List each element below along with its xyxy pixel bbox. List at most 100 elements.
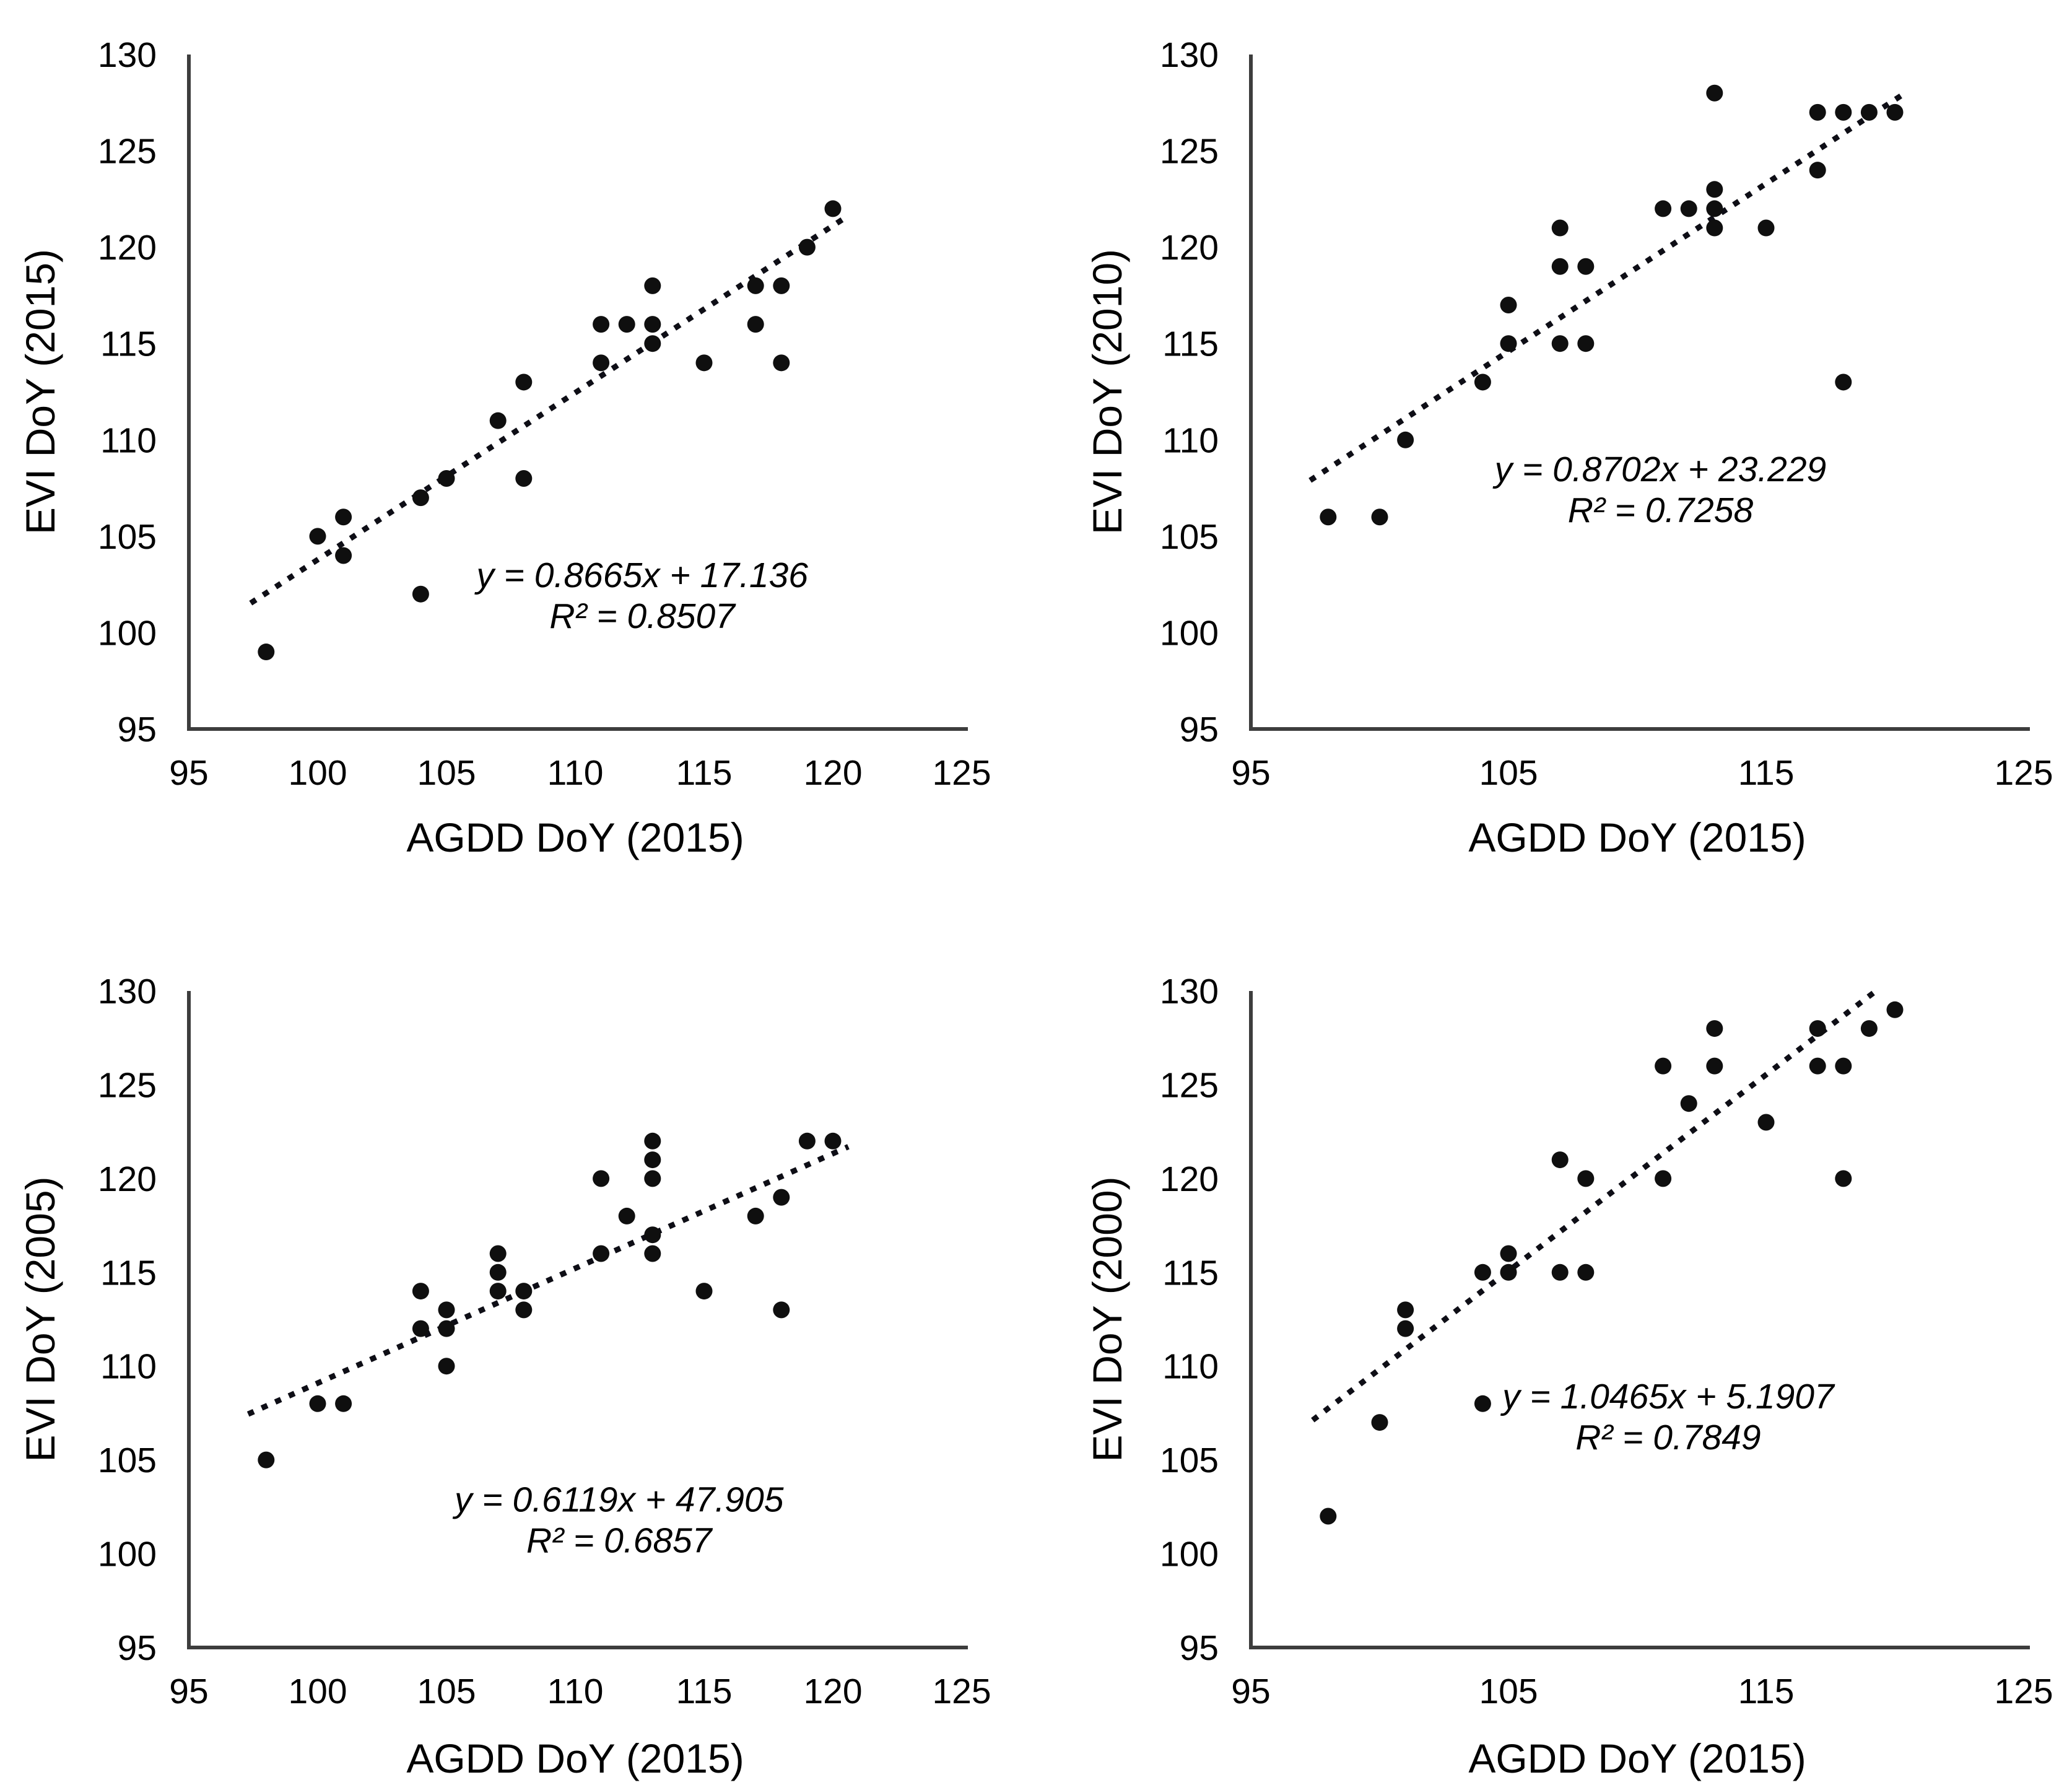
y-tick-label: 110 (100, 1347, 157, 1387)
y-tick-label: 130 (1160, 35, 1219, 75)
data-point (1371, 1414, 1388, 1431)
data-point (695, 1283, 713, 1300)
data-point (489, 1263, 507, 1281)
axes-lines (187, 991, 968, 1649)
x-tick-label: 105 (1479, 753, 1538, 793)
scatter-plot-svg: 95 100 105 110 115 120 125 130 95 105 115 125 AGDD D… (1084, 35, 2053, 860)
data-point (1835, 103, 1852, 121)
data-point (412, 489, 429, 507)
data-point (1371, 508, 1388, 526)
x-tick-label: 95 (1231, 1672, 1270, 1711)
data-point (1551, 1151, 1569, 1169)
data-point (1655, 1170, 1672, 1187)
data-point (515, 1283, 533, 1300)
y-tick-label: 105 (98, 517, 157, 557)
data-point (1320, 508, 1337, 526)
data-point (1706, 200, 1723, 217)
y-tick-label: 130 (98, 35, 157, 75)
data-point (1500, 296, 1517, 313)
y-axis-title: EVI DoY (2015) (17, 249, 63, 535)
data-point (1500, 335, 1517, 352)
data-point (1577, 1263, 1595, 1281)
scatter-plot-evi-2010: 95 100 105 110 115 120 125 130 95 105 115 125 AGDD D… (1036, 0, 2072, 893)
data-point (644, 1132, 661, 1150)
scatter-plot-evi-2000: 95 100 105 110 115 120 125 130 95 105 115 125 AGDD D… (1036, 893, 2072, 1785)
y-axis-tick-labels: 95 100 105 110 115 120 125 130 (1160, 35, 1219, 749)
x-tick-label: 120 (803, 753, 862, 793)
data-point (644, 316, 661, 333)
x-axis-tick-labels: 95 105 115 125 (1231, 1672, 2053, 1711)
y-tick-label: 125 (98, 132, 157, 172)
data-point (1551, 219, 1569, 237)
data-point (695, 354, 713, 372)
y-tick-label: 130 (98, 972, 157, 1011)
x-tick-label: 95 (169, 1672, 208, 1711)
y-tick-label: 125 (1160, 1065, 1219, 1105)
scatter-plot-svg: 95 100 105 110 115 120 125 130 95 100 105 110 115 120… (17, 35, 991, 860)
y-tick-label: 95 (118, 710, 157, 749)
data-point (1577, 335, 1595, 352)
y-axis-title: EVI DoY (2000) (1084, 1176, 1130, 1462)
y-tick-label: 120 (1160, 1159, 1219, 1199)
data-point (593, 354, 610, 372)
scatter-plot-svg: 95 100 105 110 115 120 125 130 95 105 115 125 AGDD D… (1084, 972, 2053, 1781)
y-tick-label: 105 (1160, 517, 1219, 557)
data-point (438, 1301, 455, 1319)
data-point (258, 1451, 275, 1469)
x-tick-label: 115 (676, 1672, 733, 1711)
data-point (1474, 1395, 1491, 1412)
data-point (1680, 1095, 1697, 1112)
data-point (438, 1358, 455, 1375)
data-point (335, 508, 352, 526)
x-axis-title: AGDD DoY (2015) (406, 1735, 744, 1781)
y-tick-label: 100 (98, 613, 157, 653)
y-tick-label: 115 (1162, 325, 1219, 364)
y-axis-title: EVI DoY (2010) (1084, 249, 1130, 535)
y-axis-tick-labels: 95 100 105 110 115 120 125 130 (98, 35, 157, 749)
x-tick-label: 110 (547, 1672, 604, 1711)
data-point (644, 335, 661, 352)
x-axis-title: AGDD DoY (2015) (406, 814, 744, 860)
x-axis-tick-labels: 95 100 105 110 115 120 125 (169, 1672, 991, 1711)
data-point (412, 1283, 429, 1300)
x-tick-label: 125 (932, 1672, 991, 1711)
trendline (246, 1144, 850, 1417)
data-point (618, 316, 635, 333)
scatter-plot-svg: 95 100 105 110 115 120 125 130 95 100 105 110 115 120… (17, 972, 991, 1781)
data-point (773, 1301, 790, 1319)
data-point (824, 1132, 842, 1150)
data-point (593, 1245, 610, 1262)
data-point (412, 1320, 429, 1337)
y-tick-label: 95 (1180, 710, 1219, 749)
data-point (747, 316, 764, 333)
y-axis-tick-labels: 95 100 105 110 115 120 125 130 (98, 972, 157, 1668)
data-point (593, 316, 610, 333)
data-point (1886, 1001, 1904, 1018)
data-point (1706, 84, 1723, 102)
y-tick-label: 115 (100, 1253, 157, 1293)
data-point (489, 1283, 507, 1300)
r-squared-label: R² = 0.8507 (549, 596, 736, 636)
data-point (1706, 219, 1723, 237)
data-point (1500, 1245, 1517, 1262)
x-axis-tick-labels: 95 100 105 110 115 120 125 (169, 753, 991, 793)
data-point (1551, 1263, 1569, 1281)
data-point (644, 1151, 661, 1169)
y-tick-label: 120 (1160, 228, 1219, 268)
data-point (1886, 103, 1904, 121)
data-point (773, 1189, 790, 1206)
trendline (1311, 988, 1879, 1423)
data-point (1809, 1020, 1826, 1037)
y-tick-label: 125 (98, 1065, 157, 1105)
data-point (309, 1395, 326, 1412)
y-axis-tick-labels: 95 100 105 110 115 120 125 130 (1160, 972, 1219, 1668)
x-tick-label: 105 (417, 753, 476, 793)
data-point (1551, 335, 1569, 352)
trendline-equation: y = 0.8702x + 23.229 (1492, 450, 1827, 489)
data-point (1757, 1114, 1775, 1131)
data-points (1320, 84, 1904, 526)
data-points (1320, 1001, 1904, 1525)
data-point (1474, 373, 1491, 391)
data-point (412, 585, 429, 603)
scatter-plot-evi-2005: 95 100 105 110 115 120 125 130 95 100 105 110 115 120… (0, 893, 1036, 1785)
